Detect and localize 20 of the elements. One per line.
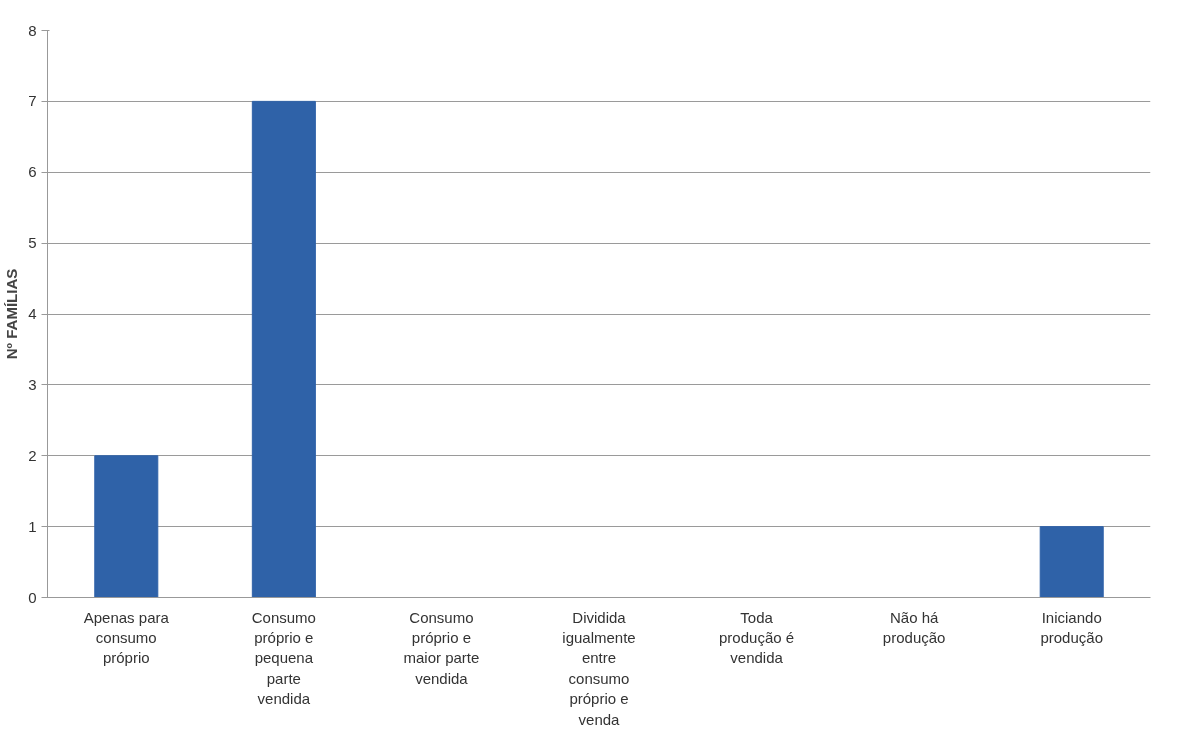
y-tick-label: 4 [28,305,37,322]
x-tick-label: Consumo próprio e maior parte vendida [403,608,480,687]
x-tick-label: Apenas para consumo próprio [83,608,170,667]
x-tick-label: Dividida igualmente entre consumo próprio e venda [562,608,636,728]
y-tick-label: 5 [28,234,37,252]
y-tick-label: 2 [28,446,37,464]
x-tick-label: Consumo próprio e pequena parte vendida [251,608,316,708]
x-tick-label: Toda produção é vendida [719,608,795,667]
x-tick-label: Não há produção [882,608,946,646]
y-tick-label: 1 [28,517,37,535]
y-tick-label: 3 [28,375,37,393]
y-tick-label: 6 [28,163,37,181]
y-tick-label: 0 [28,588,37,606]
y-axis-title: Nº FAMÍLIAS [3,268,21,360]
bar [251,100,316,598]
y-tick-label: 8 [28,21,37,39]
y-tick-label: 7 [28,92,37,110]
bar [94,455,159,598]
bar [1039,526,1104,598]
x-tick-label: Iniciando produção [1040,608,1103,646]
